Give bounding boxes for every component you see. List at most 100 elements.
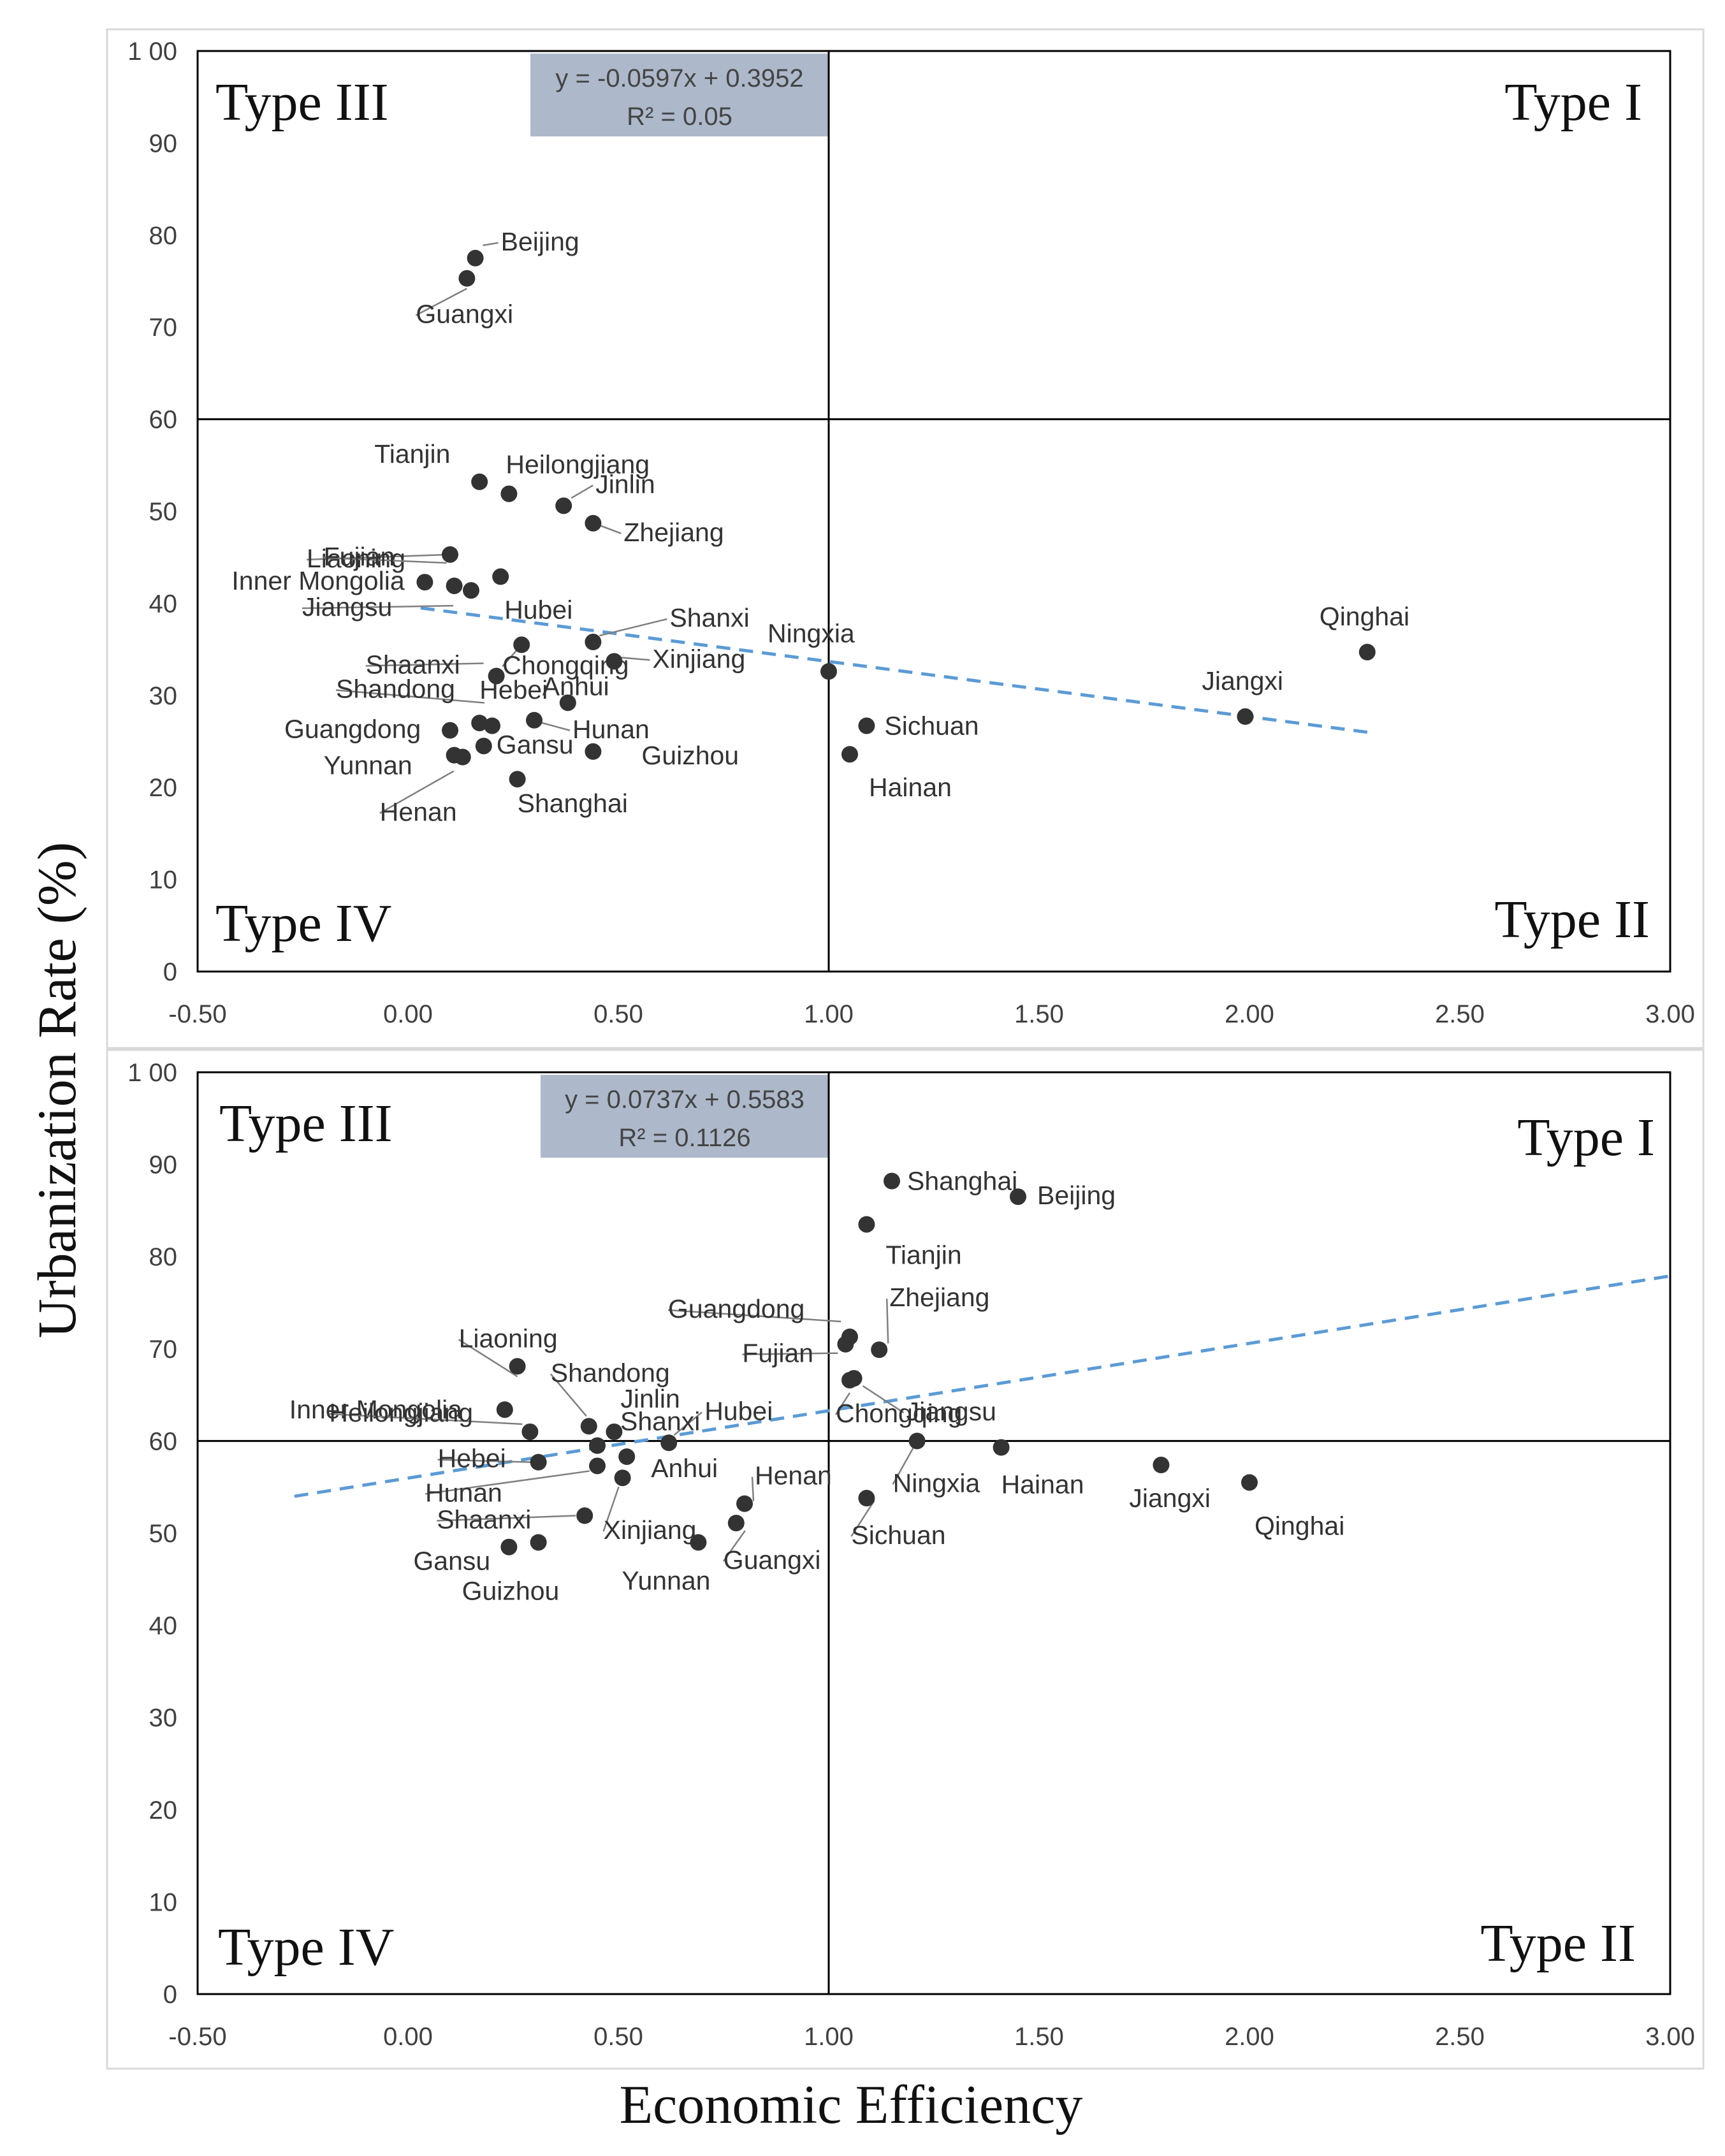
- data-point: [837, 1336, 854, 1353]
- leader-line: [667, 1309, 841, 1323]
- point-label: Anhui: [542, 671, 609, 701]
- data-point: [458, 270, 476, 287]
- y-tick-label: 1 00: [127, 38, 177, 66]
- leader-line: [620, 657, 650, 661]
- y-tick-label: 60: [149, 406, 178, 434]
- data-point: [454, 748, 471, 766]
- point-label: Jiangsu: [302, 592, 392, 622]
- y-tick-label: 30: [149, 1704, 178, 1732]
- point-label: Hubei: [704, 1396, 773, 1425]
- data-point: [559, 694, 576, 711]
- point-label: Hunan: [572, 715, 650, 744]
- data-point: [475, 738, 492, 755]
- y-tick-label: 50: [149, 498, 178, 526]
- x-tick-label: 1.50: [1014, 2023, 1064, 2051]
- quadrant-label-bottom-left: Type IV: [215, 894, 391, 953]
- data-point: [871, 1341, 888, 1358]
- point-label: Gansu: [497, 730, 574, 759]
- r-squared: R² = 0.05: [627, 103, 732, 131]
- point-label: Guangxi: [416, 300, 513, 329]
- point-label: Fujian: [324, 542, 395, 571]
- point-label: Beijing: [1037, 1181, 1116, 1210]
- leader-line: [437, 1515, 576, 1522]
- data-point: [484, 717, 500, 734]
- leader-line: [850, 1500, 875, 1537]
- data-point: [488, 667, 505, 685]
- x-tick-label: 3.00: [1645, 2023, 1695, 2051]
- data-point: [526, 711, 542, 729]
- data-point: [727, 1515, 745, 1532]
- quadrant-label-bottom-right: Type II: [1480, 1914, 1636, 1973]
- data-point: [530, 1453, 547, 1471]
- point-label: Liaoning: [459, 1323, 558, 1353]
- point-label: Hainan: [1001, 1470, 1084, 1499]
- quadrant-label-top-right: Type I: [1517, 1108, 1655, 1167]
- data-point: [580, 1418, 597, 1435]
- quadrant-label-bottom-right: Type II: [1494, 890, 1650, 949]
- leader-line: [885, 1299, 889, 1344]
- leader-line: [335, 689, 485, 704]
- x-tick-label: 1.00: [804, 2023, 854, 2051]
- point-label: Jiangsu: [906, 1397, 996, 1426]
- point-label: Guangxi: [724, 1545, 821, 1575]
- point-label: Xinjiang: [604, 1515, 697, 1545]
- point-label: Sichuan: [884, 711, 979, 740]
- x-tick-label: 0.50: [593, 2023, 643, 2051]
- data-point: [442, 722, 458, 739]
- x-tick-label: 2.50: [1435, 1000, 1485, 1028]
- chart-panel-2: y = 0.0737x + 0.5583 R² = 0.1126 -0.50 0.00…: [106, 1049, 1705, 2070]
- data-point: [736, 1495, 753, 1512]
- leader-line: [862, 1385, 905, 1414]
- data-point: [1358, 643, 1376, 660]
- x-tick-label: 2.00: [1225, 2023, 1274, 2051]
- data-point: [614, 1469, 631, 1487]
- point-label: Jinlin: [620, 1384, 680, 1413]
- point-label: Hainan: [869, 773, 952, 802]
- y-tick-label: 1 00: [127, 1059, 177, 1087]
- x-axis-title: Economic Efficiency: [620, 2074, 1083, 2135]
- point-label: Chongqing: [836, 1399, 962, 1428]
- y-tick-label: 60: [149, 1427, 178, 1455]
- point-label: Tianjin: [374, 439, 450, 469]
- data-point: [467, 249, 484, 266]
- data-point: [993, 1439, 1010, 1456]
- point-label: Xinjiang: [652, 644, 745, 673]
- x-tick-label: 0.50: [593, 1000, 643, 1028]
- y-tick-label: 80: [149, 222, 178, 250]
- y-tick-label: 80: [149, 1243, 178, 1271]
- x-tick-label: 1.50: [1014, 1000, 1064, 1028]
- data-point: [1153, 1456, 1170, 1473]
- data-point: [463, 582, 479, 599]
- x-tick-label: 2.00: [1225, 1000, 1274, 1028]
- point-label: Zhejiang: [623, 518, 724, 547]
- x-tick-label: 0.00: [383, 1000, 433, 1028]
- leader-line: [550, 1373, 587, 1417]
- point-label: Jinlin: [595, 469, 655, 499]
- leader-line: [834, 1392, 851, 1415]
- data-point: [521, 1423, 539, 1440]
- y-tick-label: 0: [163, 958, 177, 986]
- point-label: Yunnan: [622, 1566, 710, 1595]
- point-label: Fujian: [742, 1339, 813, 1368]
- trend-equation: y = -0.0597x + 0.3952: [555, 64, 803, 92]
- data-point: [471, 473, 488, 490]
- point-label: Heilongjiang: [506, 450, 650, 479]
- leader-line: [722, 1530, 746, 1562]
- leader-line: [425, 1470, 590, 1495]
- y-tick-label: 70: [149, 314, 178, 342]
- data-point: [585, 634, 602, 651]
- point-label: Gansu: [413, 1547, 490, 1576]
- leader-line: [323, 557, 447, 564]
- data-point: [884, 1172, 900, 1190]
- point-label: Tianjin: [885, 1241, 961, 1270]
- y-tick-label: 20: [149, 774, 178, 802]
- data-point: [589, 1437, 606, 1454]
- data-point: [858, 717, 875, 734]
- point-label: Hebei: [438, 1444, 506, 1473]
- leader-line: [483, 242, 499, 247]
- point-label: Zhejiang: [889, 1283, 989, 1312]
- data-point: [858, 1490, 875, 1507]
- point-label: Heilongjiang: [329, 1398, 473, 1427]
- leader-line: [302, 604, 454, 609]
- data-point: [509, 1358, 526, 1375]
